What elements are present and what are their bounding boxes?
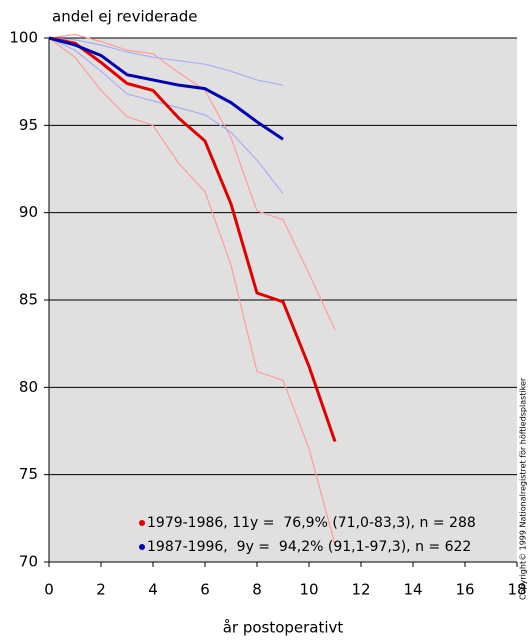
x-tick-label: 6 — [200, 581, 210, 599]
line — [48, 36, 337, 442]
x-tick-label: 4 — [148, 581, 158, 599]
y-tick-label: 90 — [19, 203, 38, 221]
y-tick-label: 75 — [19, 465, 38, 483]
confidence-line — [48, 37, 336, 545]
legend-marker — [139, 520, 145, 526]
x-axis-label: år postoperativt — [223, 619, 344, 637]
confidence-line — [48, 37, 284, 86]
line — [48, 36, 284, 141]
y-tick-label: 70 — [19, 553, 38, 571]
x-tick-label: 2 — [96, 581, 106, 599]
chart-title: andel ej reviderade — [52, 8, 198, 26]
y-tick-label: 80 — [19, 378, 38, 396]
x-tick-label: 14 — [403, 581, 422, 599]
y-tick-label: 85 — [19, 291, 38, 309]
x-tick-label: 12 — [351, 581, 370, 599]
confidence-line — [48, 33, 336, 330]
copyright: Copyright© 1999 Nationalregistret för hö… — [519, 377, 528, 600]
x-tick-label: 18 — [507, 581, 526, 599]
legend-label: 1987-1996, 9y = 94,2% (91,1-97,3), n = 6… — [147, 539, 471, 555]
legend-marker — [139, 544, 145, 550]
y-tick-label: 100 — [9, 29, 38, 47]
y-tick-label: 95 — [19, 116, 38, 134]
x-tick-label: 10 — [299, 581, 318, 599]
x-tick-label: 16 — [455, 581, 474, 599]
x-tick-label: 8 — [252, 581, 262, 599]
x-tick-label: 0 — [44, 581, 54, 599]
legend-label: 1979-1986, 11y = 76,9% (71,0-83,3), n = … — [147, 515, 476, 531]
